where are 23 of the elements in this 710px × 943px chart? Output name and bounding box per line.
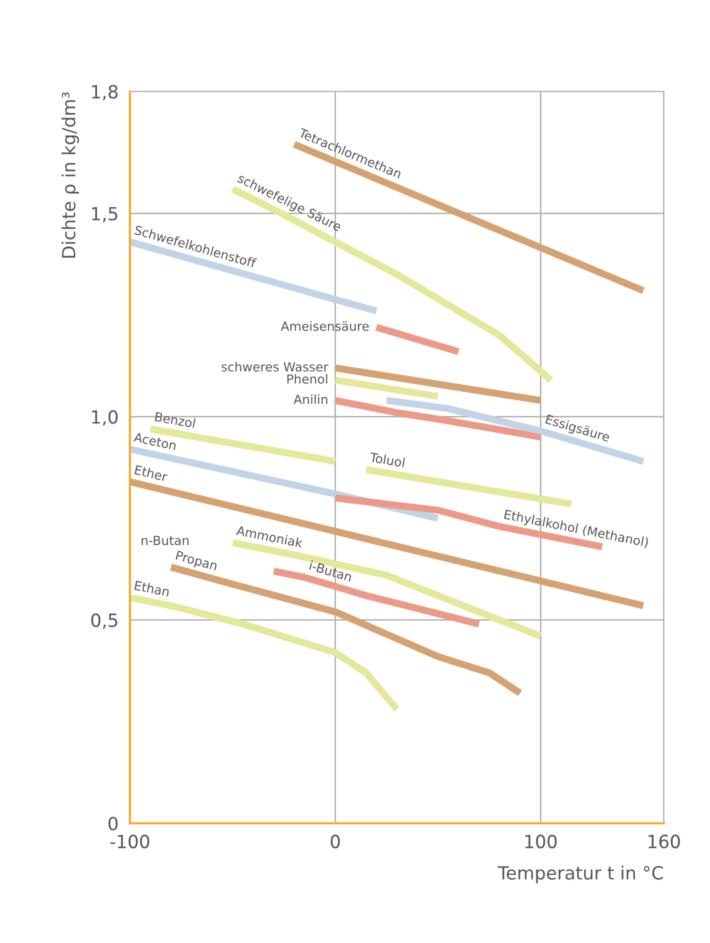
y-tick-label: 0 — [108, 816, 118, 830]
text: i-Butan — [309, 560, 352, 582]
x-tick-label: 0 — [330, 834, 340, 848]
text: Ethan — [134, 580, 170, 597]
text: Benzol — [154, 412, 196, 428]
y-tick-label: 1,0 — [92, 410, 118, 426]
series-label: Anilin — [294, 394, 328, 404]
x-tick-label: 100 — [525, 834, 557, 848]
y-tick-label: 1,5 — [92, 207, 118, 222]
text: Aceton — [133, 432, 177, 450]
annotation: n-Butan — [142, 536, 189, 546]
y-axis-title: Dichte ρ in kg/dm³ — [62, 92, 79, 258]
x-tick-label: 160 — [648, 834, 680, 848]
y-tick-label: 1,8 — [92, 84, 118, 100]
series-label: Phenol — [287, 374, 328, 384]
text: Toluol — [369, 452, 405, 468]
x-axis-title: Temperatur t in °C — [498, 866, 663, 884]
series-label: Ameisensäure — [280, 321, 369, 331]
text: Ether — [134, 464, 168, 482]
y-tick-label: 0,5 — [91, 613, 118, 629]
x-tick-label: -100 — [110, 834, 150, 848]
series-label: schweres Wasser — [222, 362, 328, 372]
text: Propan — [174, 550, 218, 573]
